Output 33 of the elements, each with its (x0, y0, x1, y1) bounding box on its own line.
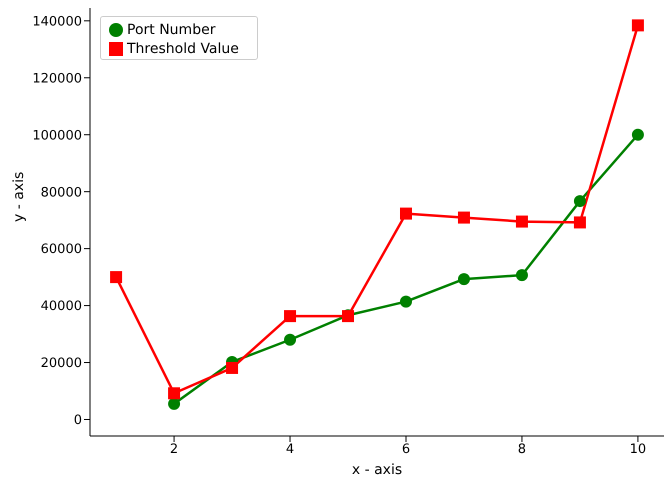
x-tick-label: 6 (402, 442, 410, 458)
legend-label: Threshold Value (127, 41, 239, 57)
point (284, 334, 296, 346)
point (400, 208, 412, 220)
point (110, 271, 122, 284)
y-tick-label: 0 (74, 413, 82, 428)
point (168, 387, 180, 400)
point (284, 310, 296, 322)
point (574, 216, 586, 228)
y-axis-title: y - axis (10, 172, 27, 222)
point (226, 362, 238, 374)
point (574, 195, 586, 208)
legend-label: Port Number (127, 22, 216, 38)
x-tick-label: 4 (286, 442, 294, 458)
point (516, 216, 528, 228)
point (458, 212, 470, 224)
x-tick-label: 8 (518, 442, 526, 458)
y-tick-label: 20000 (40, 356, 82, 372)
point (516, 269, 528, 282)
x-tick-label: 10 (630, 442, 646, 458)
x-axis-title: x - axis (352, 462, 402, 478)
point (632, 19, 644, 32)
y-tick-label: 80000 (40, 185, 82, 200)
y-tick-label: 60000 (40, 242, 82, 258)
point (632, 128, 644, 141)
point (168, 398, 180, 410)
y-tick-label: 140000 (32, 14, 82, 30)
point (458, 273, 470, 286)
y-tick-label: 40000 (40, 299, 82, 314)
y-tick-label: 120000 (32, 71, 82, 86)
x-tick-label: 2 (170, 442, 178, 458)
y-tick-label: 100000 (32, 128, 82, 144)
point (400, 296, 412, 308)
